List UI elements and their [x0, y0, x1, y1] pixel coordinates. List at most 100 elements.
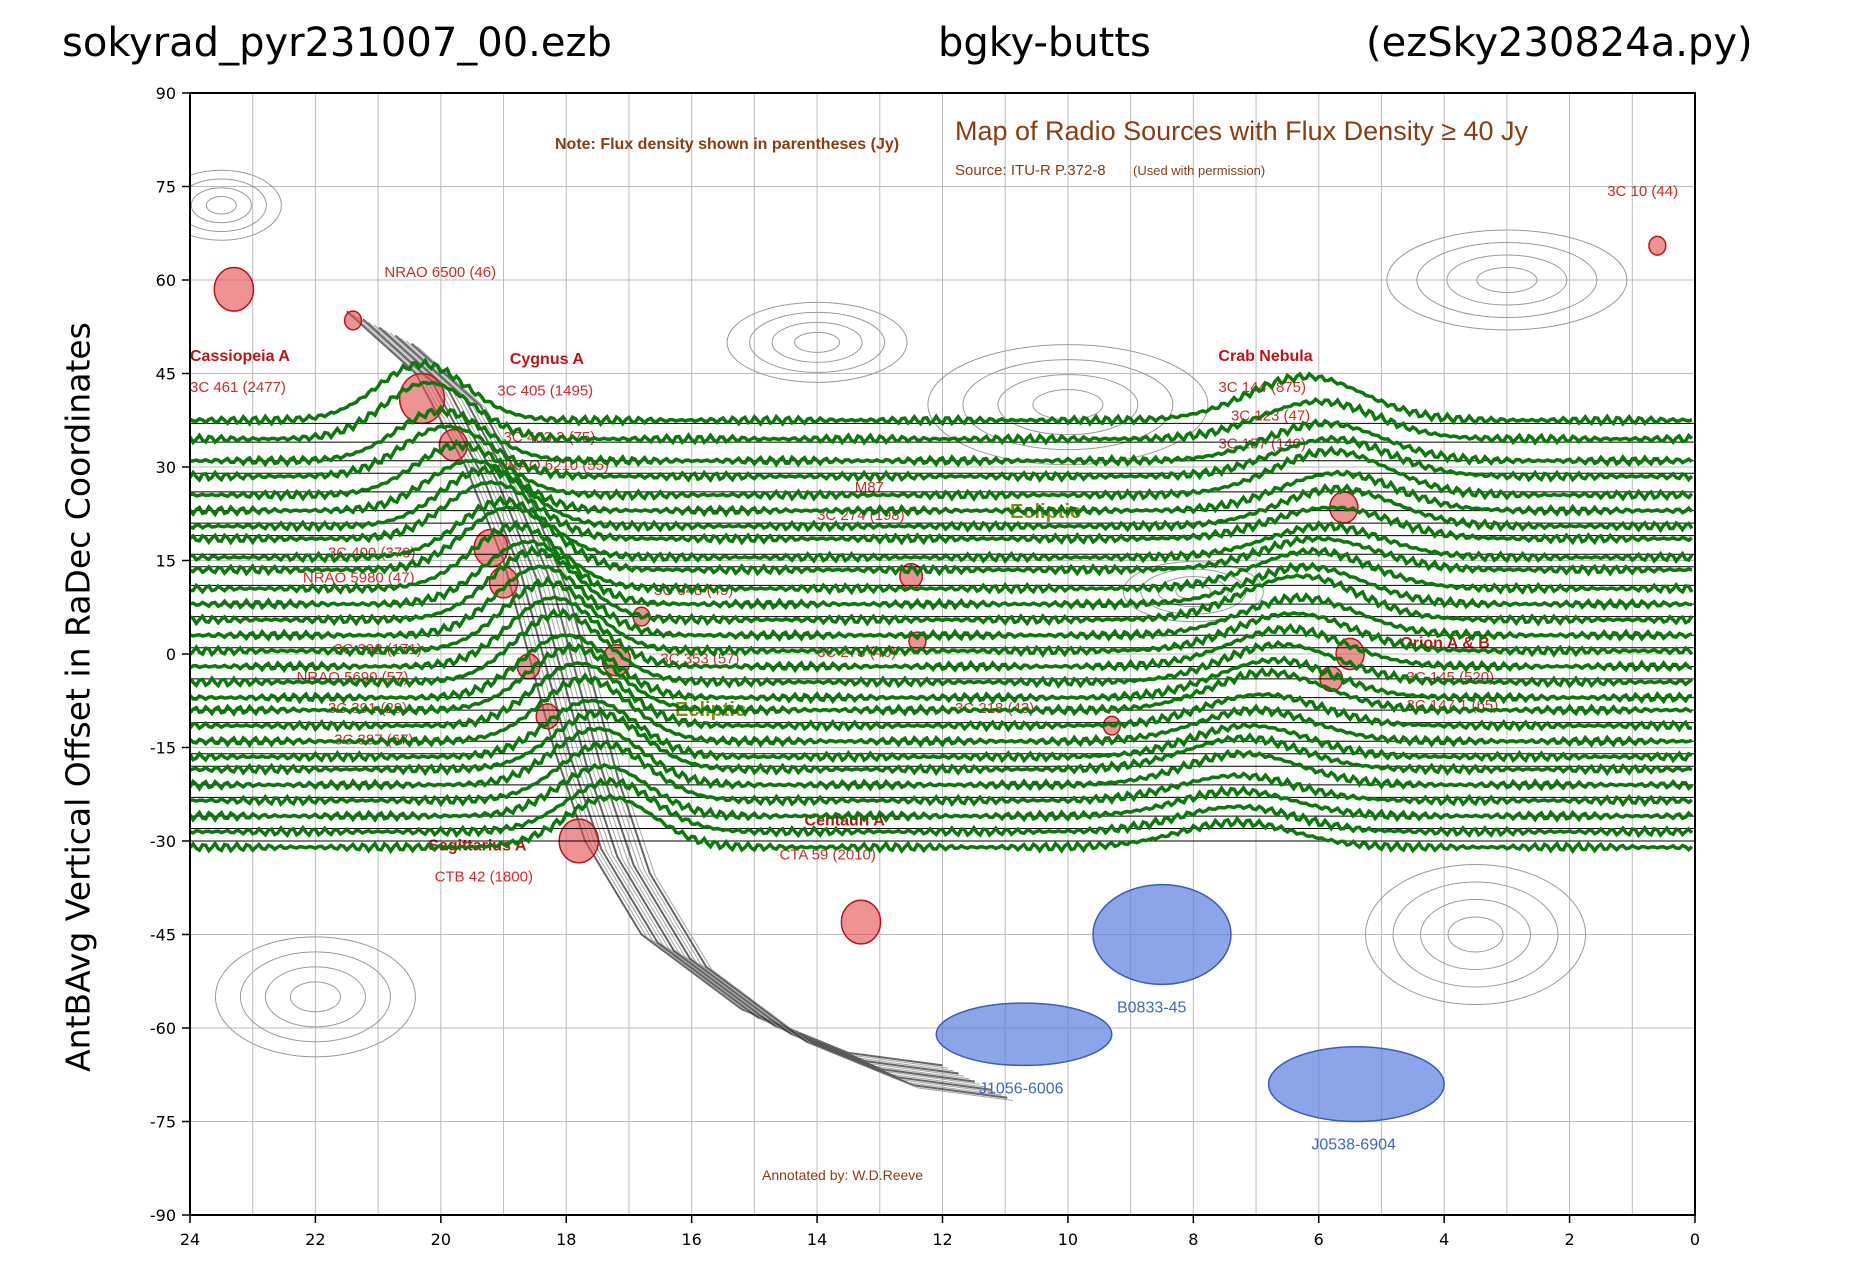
map-contour	[1416, 242, 1598, 318]
map-contour	[726, 301, 908, 383]
x-tick-label: 12	[932, 1230, 952, 1249]
scan-trace	[190, 633, 1693, 705]
y-tick-label: -45	[150, 926, 176, 945]
scan-trace	[190, 505, 1693, 577]
scan-trace	[190, 762, 1694, 823]
scan-traces	[190, 357, 1694, 855]
y-axis: 90 75 60 45 30 15 0 -15 -30 -45 -60 -75 -90	[150, 84, 190, 1225]
scan-trace	[190, 792, 1694, 855]
x-tick-label: 0	[1690, 1230, 1700, 1249]
map-contour	[1386, 229, 1628, 331]
x-tick-label: 2	[1564, 1230, 1574, 1249]
header-dataset: bgky-butts	[938, 20, 1151, 66]
x-tick-label: 18	[556, 1230, 576, 1249]
x-tick-label: 10	[1058, 1230, 1078, 1249]
y-tick-label: -30	[150, 832, 176, 851]
header-filename: sokyrad_pyr231007_00.ezb	[62, 20, 612, 66]
radio-source-marker	[343, 310, 363, 331]
map-contour	[289, 981, 341, 1013]
map-contour	[794, 331, 841, 353]
radio-source-label: Cygnus A	[510, 351, 585, 368]
scan-trace	[190, 706, 1693, 777]
scan-trace	[190, 357, 1693, 428]
radio-source-marker	[213, 266, 255, 312]
map-contour	[997, 374, 1139, 436]
y-tick-label: 45	[156, 365, 176, 384]
scan-trace	[190, 544, 1694, 627]
x-tick-label: 8	[1188, 1230, 1198, 1249]
header-script: (ezSky230824a.py)	[1366, 20, 1753, 66]
y-tick-label: 60	[156, 271, 176, 290]
radio-source-marker	[1648, 235, 1667, 256]
scan-trace	[190, 519, 1694, 596]
radio-source-label: NRAO 5980 (47)	[303, 569, 415, 586]
map-contour	[1476, 267, 1538, 293]
map-contour	[1447, 916, 1504, 953]
scan-trace	[190, 698, 1693, 764]
map-contour	[962, 359, 1174, 451]
blue-source-marker	[1092, 883, 1232, 986]
x-tick-label: 6	[1314, 1230, 1324, 1249]
map-source: Source: ITU-R P.372-8	[955, 162, 1106, 179]
x-tick-label: 16	[681, 1230, 701, 1249]
scan-trace	[190, 575, 1694, 658]
radio-source-label: 3C 10 (44)	[1607, 183, 1678, 200]
y-tick-label: -90	[150, 1206, 176, 1225]
map-contour	[1032, 389, 1104, 421]
map-contour	[1420, 899, 1532, 970]
map-contour	[927, 344, 1209, 466]
y-tick-label: 75	[156, 178, 176, 197]
scan-trace	[190, 458, 1694, 518]
map-contour	[190, 187, 252, 224]
scan-trace	[190, 607, 1693, 689]
scan-trace	[190, 494, 1694, 565]
map-contour	[1392, 881, 1559, 988]
y-tick-label: 0	[166, 645, 176, 664]
map-source-note: (Used with permission)	[1133, 163, 1265, 178]
scan-trace	[190, 438, 1694, 502]
map-title: Map of Radio Sources with Flux Density ≥…	[955, 116, 1529, 146]
scan-trace	[190, 404, 1693, 468]
scan-trace	[190, 776, 1694, 839]
radio-source-label: 3C 461 (2477)	[190, 379, 286, 396]
map-contour	[190, 169, 282, 241]
map-contour	[749, 311, 886, 373]
y-tick-label: -60	[150, 1019, 176, 1038]
blue-source-marker	[1267, 1045, 1445, 1123]
map-contour	[1365, 864, 1587, 1005]
map-contour	[239, 951, 391, 1043]
y-tick-label: -75	[150, 1113, 176, 1132]
scan-trace	[190, 595, 1693, 674]
x-tick-label: 20	[431, 1230, 451, 1249]
radio-source-label: Cassiopeia A	[190, 348, 290, 365]
map-contour	[1122, 561, 1264, 623]
scan-trace	[190, 672, 1693, 749]
x-tick-label: 24	[180, 1230, 200, 1249]
scan-trace	[190, 564, 1693, 643]
radio-source-label: NRAO 6500 (46)	[384, 264, 496, 281]
y-tick-label: 15	[156, 552, 176, 571]
x-tick-label: 4	[1439, 1230, 1449, 1249]
map-annotator: Annotated by: W.D.Reeve	[762, 1167, 923, 1183]
radio-source-marker	[840, 899, 882, 945]
scan-trace	[190, 661, 1693, 733]
scan-trace	[190, 641, 1693, 717]
map-contour	[205, 195, 237, 215]
scan-trace	[190, 479, 1693, 546]
map-contour	[771, 321, 863, 363]
y-tick-label: -15	[150, 739, 176, 758]
y-tick-label: 90	[156, 84, 176, 103]
radio-source-label: 3C 353 (57)	[660, 650, 739, 667]
scan-trace	[190, 380, 1694, 446]
x-tick-label: 14	[807, 1230, 827, 1249]
radio-source-label: Crab Nebula	[1218, 348, 1312, 365]
scan-trace	[190, 726, 1694, 792]
map-note: Note: Flux density shown in parentheses …	[555, 136, 899, 153]
map-contour	[214, 936, 416, 1058]
scan-trace	[190, 738, 1693, 808]
scan-trace	[190, 464, 1694, 534]
radio-source-label: 3C 145 (520)	[1407, 669, 1495, 686]
blue-source-label: J1056-6006	[979, 1080, 1064, 1097]
x-axis: 24 22 20 18 16 14 12 10 8 6 4 2 0	[180, 1215, 1700, 1249]
